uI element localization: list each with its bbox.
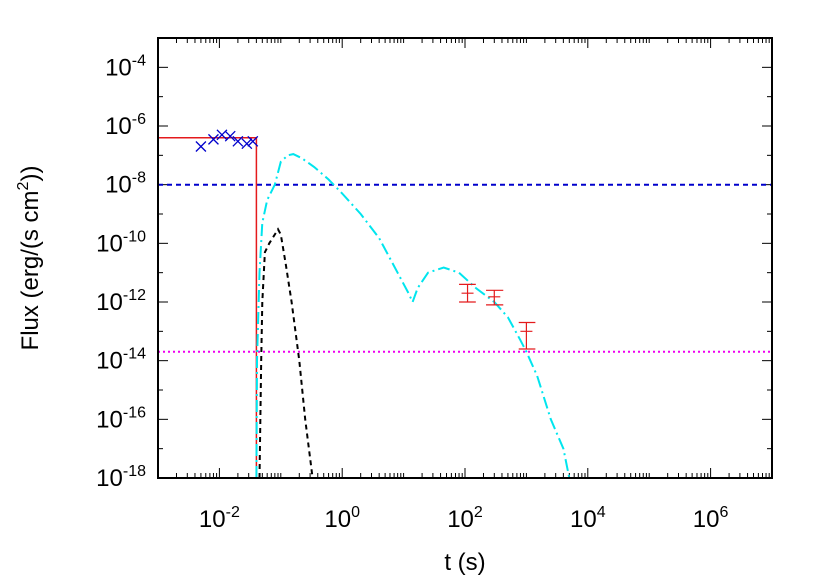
x-tick-label: 106 [693, 504, 729, 533]
model-curves [158, 136, 571, 478]
y-axis-label-main: Flux (erg/(s cm [17, 190, 44, 350]
error-bar [459, 283, 476, 303]
x-tick-label: 102 [447, 504, 483, 533]
series-line-cyan [255, 153, 571, 478]
y-tick-label: 10-10 [96, 228, 146, 257]
threshold-lines [158, 183, 772, 353]
minor-ticks [157, 37, 772, 478]
x-tick-label: 10-2 [199, 504, 240, 533]
series-line-red [158, 136, 258, 478]
y-tick-label: 10-14 [96, 346, 146, 375]
x-axis-label: t (s) [444, 549, 485, 576]
x-marker [232, 135, 244, 147]
blue-x-markers [195, 129, 259, 152]
y-tick-label: 10-6 [105, 111, 146, 140]
x-marker [247, 135, 259, 147]
y-axis-label-sup: 2 [15, 181, 32, 190]
y-axis-label-tail: )) [17, 166, 44, 182]
x-tick-label: 100 [324, 504, 360, 533]
y-axis-label: Flux (erg/(s cm2)) [15, 166, 44, 351]
y-tick-label: 10-4 [105, 52, 146, 81]
red-error-bars [459, 283, 536, 350]
major-ticks [158, 38, 772, 479]
plot-frame [157, 37, 773, 479]
x-tick-labels: 10-2 100 102 104 106 [199, 504, 729, 533]
y-tick-labels: 10-4 10-6 10-8 10-10 10-12 10-14 10-16 10-18 [96, 52, 146, 492]
y-tick-label: 10-18 [96, 463, 146, 492]
y-tick-label: 10-8 [105, 170, 146, 199]
error-bar [486, 289, 504, 306]
series-line-black [258, 227, 314, 478]
x-marker [224, 130, 236, 142]
x-marker [195, 141, 207, 152]
x-tick-label: 104 [570, 504, 606, 533]
y-tick-label: 10-16 [96, 404, 146, 433]
y-tick-label: 10-12 [96, 287, 146, 316]
x-marker [207, 133, 219, 145]
x-marker [241, 138, 253, 150]
error-bar [518, 321, 536, 350]
